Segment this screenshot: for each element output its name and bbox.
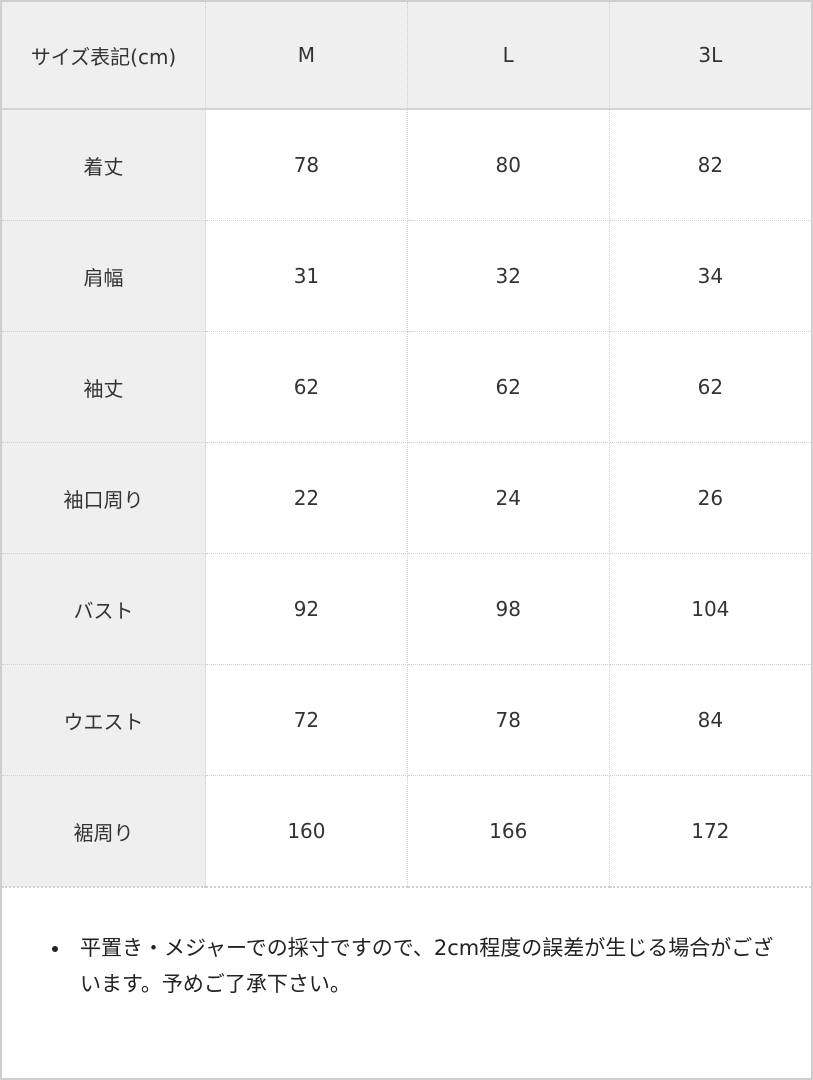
- table-row: バスト 92 98 104: [2, 553, 811, 665]
- table-header-row: サイズ表記(cm) M L 3L: [2, 2, 811, 110]
- header-cell-3l: 3L: [609, 2, 811, 110]
- table-row: 肩幅 31 32 34: [2, 220, 811, 332]
- row-label: バスト: [2, 553, 206, 665]
- measurement-note: 平置き・メジャーでの採寸ですので、2cm程度の誤差が生じる場合がございます。予め…: [52, 930, 794, 1002]
- note-text: 平置き・メジャーでの採寸ですので、2cm程度の誤差が生じる場合がございます。予め…: [80, 936, 774, 996]
- row-label: 肩幅: [2, 220, 206, 332]
- value-cell: 22: [205, 442, 408, 554]
- table-row: 着丈 78 80 82: [2, 109, 811, 221]
- bullet-icon: [52, 946, 58, 952]
- table-row: 袖丈 62 62 62: [2, 331, 811, 443]
- value-cell: 84: [609, 664, 811, 776]
- row-label: 裾周り: [2, 775, 206, 888]
- value-cell: 72: [205, 664, 408, 776]
- value-cell: 104: [609, 553, 811, 665]
- row-label: 着丈: [2, 109, 206, 221]
- table-row: ウエスト 72 78 84: [2, 664, 811, 776]
- value-cell: 98: [407, 553, 610, 665]
- value-cell: 92: [205, 553, 408, 665]
- size-table: サイズ表記(cm) M L 3L 着丈 78 80 82 肩幅 31 32 34 袖丈 62 62 6…: [2, 2, 811, 888]
- value-cell: 26: [609, 442, 811, 554]
- row-label: ウエスト: [2, 664, 206, 776]
- value-cell: 80: [407, 109, 610, 221]
- header-cell-l: L: [407, 2, 610, 110]
- header-cell-size-label: サイズ表記(cm): [2, 2, 206, 110]
- value-cell: 62: [407, 331, 610, 443]
- header-cell-m: M: [205, 2, 408, 110]
- value-cell: 160: [205, 775, 408, 888]
- value-cell: 166: [407, 775, 610, 888]
- value-cell: 62: [205, 331, 408, 443]
- value-cell: 78: [205, 109, 408, 221]
- value-cell: 78: [407, 664, 610, 776]
- row-label: 袖口周り: [2, 442, 206, 554]
- value-cell: 62: [609, 331, 811, 443]
- row-label: 袖丈: [2, 331, 206, 443]
- value-cell: 82: [609, 109, 811, 221]
- value-cell: 172: [609, 775, 811, 888]
- table-row: 袖口周り 22 24 26: [2, 442, 811, 554]
- value-cell: 31: [205, 220, 408, 332]
- value-cell: 32: [407, 220, 610, 332]
- value-cell: 34: [609, 220, 811, 332]
- value-cell: 24: [407, 442, 610, 554]
- table-row: 裾周り 160 166 172: [2, 775, 811, 888]
